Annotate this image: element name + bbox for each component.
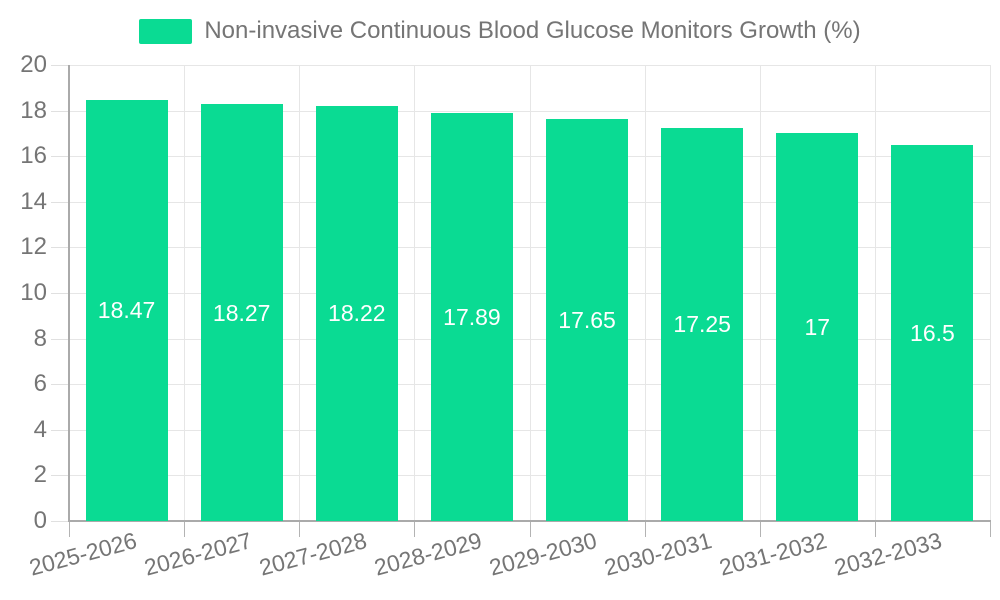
x-axis-tick bbox=[184, 521, 186, 537]
bar[interactable] bbox=[546, 118, 629, 521]
y-axis-label: 8 bbox=[33, 324, 47, 352]
y-axis-label: 6 bbox=[33, 370, 47, 398]
bar[interactable] bbox=[315, 105, 398, 521]
y-axis-label: 16 bbox=[20, 142, 47, 170]
y-axis-tick bbox=[51, 384, 69, 386]
gridline-vertical bbox=[529, 65, 531, 521]
y-axis-tick bbox=[51, 110, 69, 112]
x-axis-tick bbox=[69, 521, 70, 537]
legend-label[interactable]: Non-invasive Continuous Blood Glucose Mo… bbox=[204, 17, 861, 44]
y-axis-label: 4 bbox=[33, 415, 47, 443]
gridline-vertical bbox=[874, 65, 876, 521]
bar[interactable] bbox=[85, 99, 168, 521]
y-axis-tick bbox=[51, 293, 69, 294]
x-axis-label: 2030-2031 bbox=[601, 527, 715, 581]
y-axis-tick bbox=[51, 475, 69, 477]
y-axis-tick bbox=[51, 201, 69, 203]
y-axis-tick bbox=[51, 156, 69, 158]
x-axis-label: 2026-2027 bbox=[141, 527, 255, 581]
x-axis-tick bbox=[529, 521, 531, 537]
legend-swatch-icon[interactable] bbox=[139, 18, 193, 44]
bar[interactable] bbox=[661, 127, 744, 521]
y-axis-label: 12 bbox=[20, 233, 47, 261]
x-axis-label: 2027-2028 bbox=[256, 527, 370, 581]
x-axis-label: 2028-2029 bbox=[371, 527, 485, 581]
gridline-vertical bbox=[184, 65, 186, 521]
bar[interactable] bbox=[200, 104, 283, 521]
bar[interactable] bbox=[891, 144, 974, 521]
x-axis-tick bbox=[644, 521, 646, 537]
gridline-vertical bbox=[414, 65, 416, 521]
y-axis-tick bbox=[51, 521, 69, 522]
gridline-vertical bbox=[990, 65, 991, 521]
y-axis-line bbox=[68, 65, 70, 521]
gridline-vertical bbox=[644, 65, 646, 521]
x-axis-label: 2029-2030 bbox=[486, 527, 600, 581]
x-axis-tick bbox=[874, 521, 876, 537]
x-axis-label: 2025-2026 bbox=[26, 527, 140, 581]
y-axis-label: 20 bbox=[20, 51, 47, 78]
y-axis-label: 0 bbox=[33, 507, 47, 534]
y-axis-tick bbox=[51, 338, 69, 340]
x-axis-tick bbox=[299, 521, 301, 537]
x-axis-label: 2031-2032 bbox=[716, 527, 830, 581]
gridline-vertical bbox=[759, 65, 761, 521]
x-axis-tick bbox=[990, 521, 991, 537]
x-axis-line bbox=[68, 520, 991, 522]
gridline-vertical bbox=[299, 65, 301, 521]
y-axis-tick bbox=[51, 429, 69, 431]
y-axis-tick bbox=[51, 247, 69, 249]
y-axis-label: 10 bbox=[20, 279, 47, 306]
bar[interactable] bbox=[776, 133, 859, 521]
y-axis-label: 2 bbox=[33, 461, 47, 489]
y-axis-label: 14 bbox=[20, 187, 47, 215]
x-axis-tick bbox=[759, 521, 761, 537]
y-axis-tick bbox=[51, 65, 69, 66]
legend[interactable]: Non-invasive Continuous Blood Glucose Mo… bbox=[0, 16, 1000, 46]
y-axis-label: 18 bbox=[20, 96, 47, 124]
x-axis-tick bbox=[414, 521, 416, 537]
x-axis-label: 2032-2033 bbox=[831, 527, 945, 581]
bar[interactable] bbox=[430, 113, 513, 521]
